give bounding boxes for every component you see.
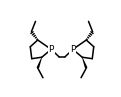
Polygon shape	[37, 57, 42, 68]
Text: P: P	[49, 45, 54, 54]
Text: P: P	[70, 45, 76, 54]
Polygon shape	[82, 57, 87, 68]
